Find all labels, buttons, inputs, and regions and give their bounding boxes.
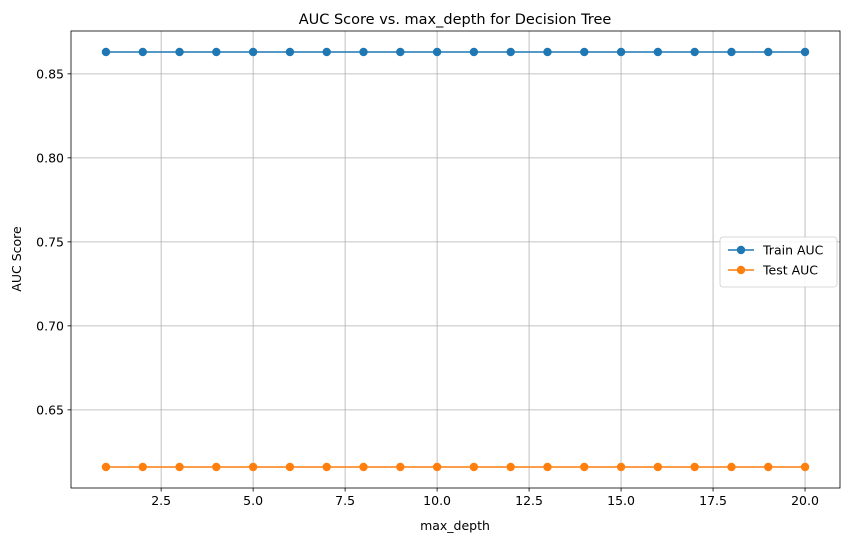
y-tick-label: 0.70: [36, 318, 64, 333]
data-point: [359, 462, 368, 472]
data-point: [285, 462, 295, 472]
data-point: [469, 47, 479, 57]
data-point: [616, 462, 626, 472]
data-point: [543, 47, 552, 57]
data-point: [764, 47, 773, 57]
data-point: [690, 462, 699, 472]
data-point: [580, 462, 589, 472]
y-tick-label: 0.65: [36, 402, 64, 417]
x-tick-label: 5.0: [243, 493, 263, 508]
x-tick-label: 7.5: [335, 493, 355, 508]
data-point: [101, 462, 111, 472]
x-axis-label: max_depth: [420, 518, 490, 533]
y-tick-label: 0.80: [36, 150, 64, 165]
data-point: [175, 47, 184, 57]
data-point: [653, 47, 663, 57]
data-point: [616, 47, 626, 57]
legend-marker: [736, 265, 746, 275]
y-tick-label: 0.75: [36, 234, 64, 249]
x-tick-label: 20.0: [791, 493, 819, 508]
x-tick-label: 15.0: [607, 493, 635, 508]
data-point: [212, 462, 221, 472]
data-point: [322, 462, 331, 472]
data-point: [506, 47, 515, 57]
y-axis-label: AUC Score: [9, 226, 24, 292]
axis-ticks: 2.5 5.0 7.5 10.0 12.5 15.0 17.5 20.0 0.65 0.70 0.7…: [36, 66, 819, 508]
data-point: [800, 47, 810, 57]
data-point: [469, 462, 479, 472]
data-point: [396, 462, 405, 472]
legend: Train AUC Test AUC: [719, 236, 838, 288]
x-tick-label: 17.5: [699, 493, 727, 508]
legend-marker: [736, 245, 746, 255]
data-point: [212, 47, 221, 57]
data-point: [248, 47, 258, 57]
x-tick-label: 2.5: [151, 493, 171, 508]
data-point: [506, 462, 515, 472]
data-point: [359, 47, 368, 57]
data-point: [580, 47, 589, 57]
data-point: [432, 47, 442, 57]
legend-label: Train AUC: [762, 243, 824, 258]
data-point: [101, 47, 111, 57]
data-point: [543, 462, 552, 472]
data-point: [248, 462, 258, 472]
plot-frame: [70, 30, 841, 489]
data-point: [138, 462, 147, 472]
data-point: [396, 47, 405, 57]
y-tick-label: 0.85: [36, 66, 64, 81]
data-point: [175, 462, 184, 472]
x-tick-label: 10.0: [423, 493, 451, 508]
data-point: [653, 462, 663, 472]
data-point: [285, 47, 295, 57]
x-tick-label: 12.5: [515, 493, 543, 508]
series-layer: [101, 47, 810, 472]
data-point: [432, 462, 442, 472]
data-point: [800, 462, 810, 472]
data-point: [690, 47, 699, 57]
data-point: [322, 47, 331, 57]
data-point: [764, 462, 773, 472]
data-point: [727, 462, 736, 472]
grid-lines: [71, 31, 840, 488]
legend-label: Test AUC: [762, 263, 818, 278]
data-point: [727, 47, 736, 57]
chart-title: AUC Score vs. max_depth for Decision Tre…: [299, 12, 612, 28]
data-point: [138, 47, 147, 57]
